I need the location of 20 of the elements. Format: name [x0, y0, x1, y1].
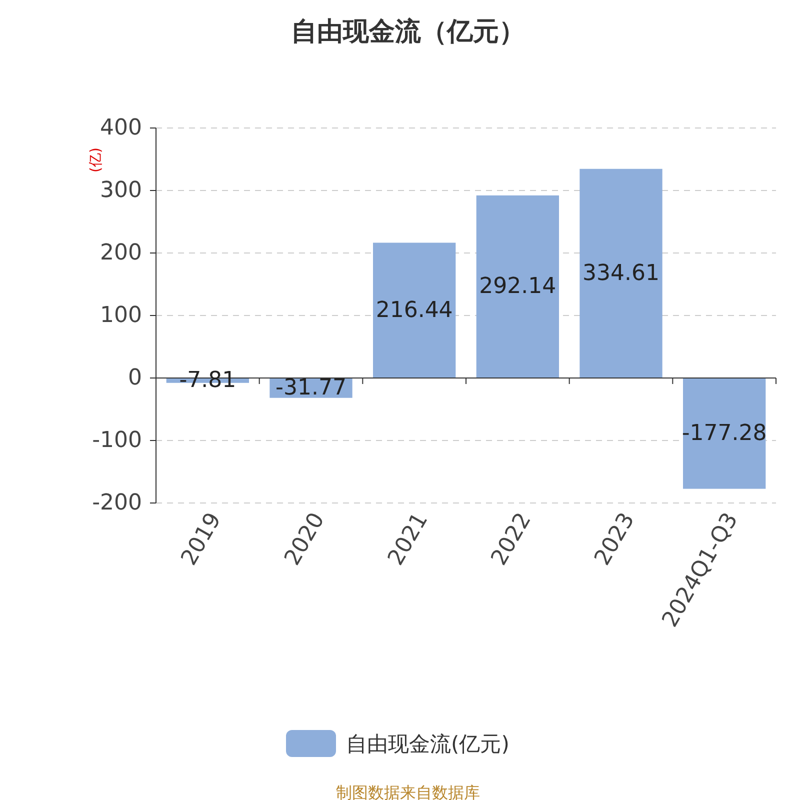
y-tick-label: -100	[92, 428, 142, 453]
bar	[683, 378, 766, 489]
data-label: 292.14	[479, 274, 556, 300]
bar	[580, 168, 662, 378]
data-label: 334.61	[582, 260, 660, 286]
data-label: -31.77	[276, 375, 346, 400]
y-tick-label: -200	[92, 490, 142, 516]
data-label: -177.28	[682, 420, 767, 446]
y-axis-title: (亿)	[88, 148, 104, 172]
y-tick-label: 0	[128, 366, 142, 390]
chart-title: 自由现金流（亿元）	[291, 17, 525, 47]
legend-label: 自由现金流(亿元)	[346, 732, 510, 756]
y-tick-label: 300	[100, 178, 142, 203]
bar	[476, 195, 559, 378]
data-label: 216.44	[376, 298, 453, 323]
y-tick-label: 200	[100, 240, 142, 266]
y-tick-label: 100	[100, 303, 142, 328]
y-tick-label: 400	[100, 116, 142, 140]
bar	[373, 242, 456, 378]
text: 制图数据来自数据库	[336, 783, 480, 800]
